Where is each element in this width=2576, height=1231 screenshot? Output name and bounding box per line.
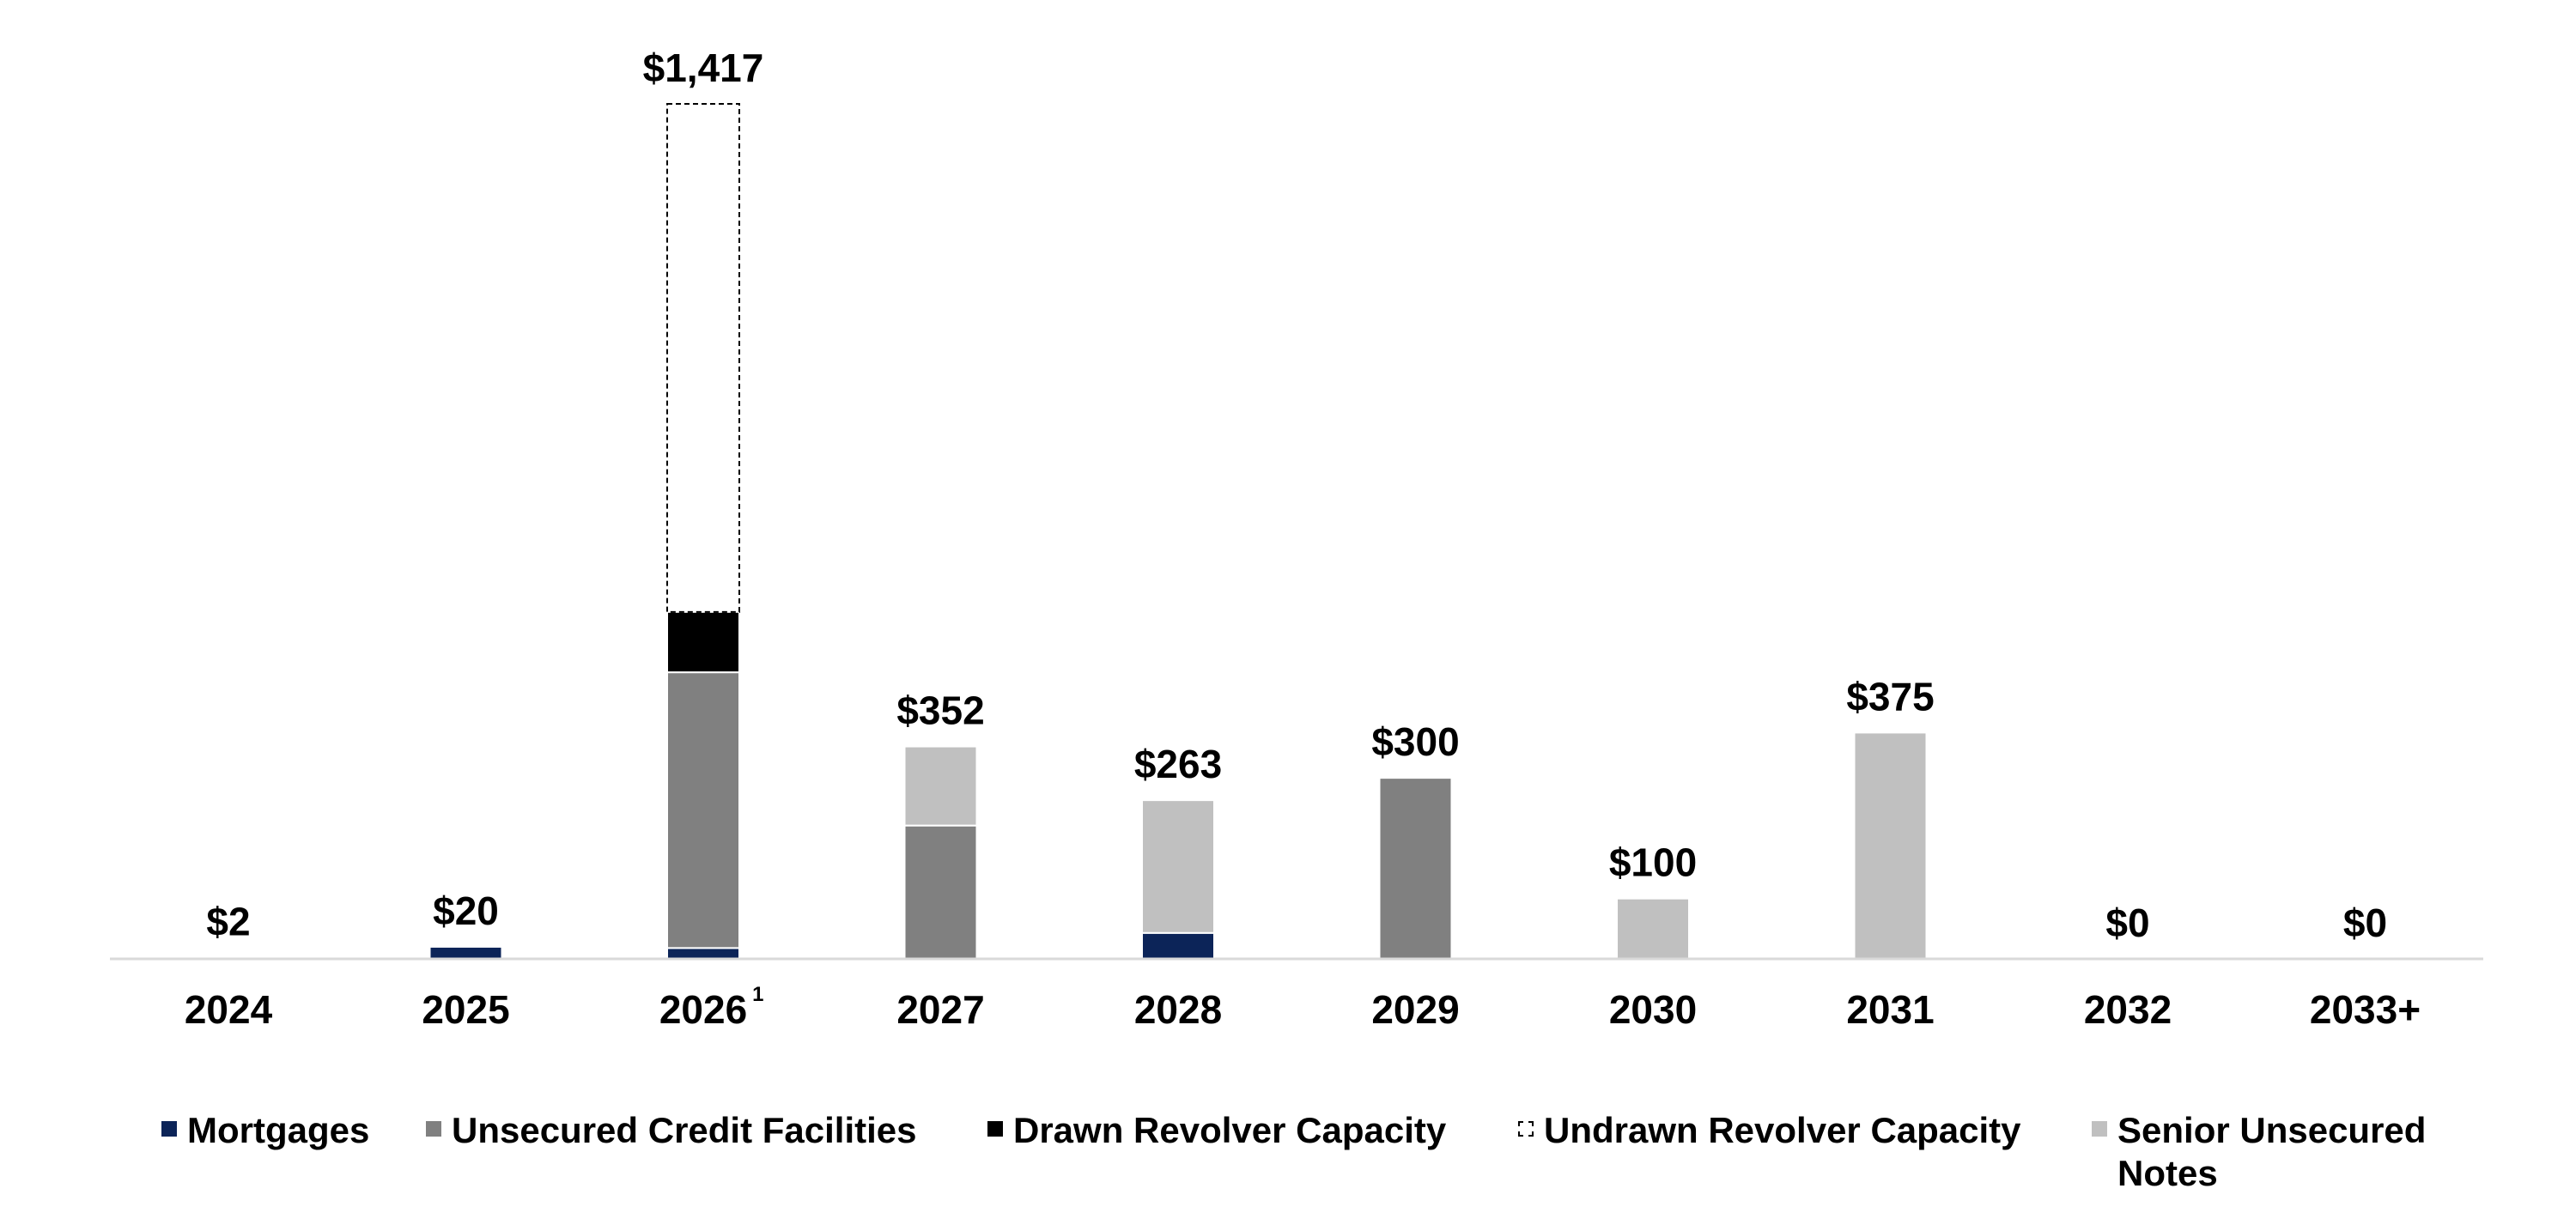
x-tick-label-2033: 2033+ [2310,987,2421,1032]
legend-item-mortgages: Mortgages [161,1109,369,1152]
legend-item-unsecured-credit-facilities: Unsecured Credit Facilities [426,1109,917,1152]
total-label-2032: $0 [2105,901,2149,945]
bar-segment-senior-unsecured-notes-2031 [1853,731,1928,961]
total-label-2024: $2 [206,900,250,944]
total-label-2027: $352 [896,688,984,733]
bar-segment-senior-unsecured-notes-2030 [1616,897,1690,961]
bars-layer [191,103,1928,961]
total-label-2025: $20 [433,888,499,933]
total-label-2030: $100 [1609,840,1697,885]
x-tick-label-2029: 2029 [1371,987,1459,1032]
bar-segment-unsecured-credit-facilities-2029 [1378,777,1453,960]
legend-swatch-senior-unsecured-notes [2092,1121,2107,1137]
legend-swatch-drawn-revolver-capacity [987,1121,1003,1137]
bar-segment-undrawn-revolver-capacity-2026 [666,103,740,613]
x-tick-label-2025: 2025 [422,987,509,1032]
bar-segment-mortgages-2028 [1141,931,1215,961]
legend-label-senior-unsecured-notes: Senior Unsecured Notes [2117,1110,2427,1193]
x-tick-label-2030: 2030 [1609,987,1697,1032]
legend-item-senior-unsecured-notes: Senior Unsecured Notes [2092,1109,2470,1195]
legend-item-undrawn-revolver-capacity: Undrawn Revolver Capacity [1518,1109,2021,1152]
x-tick-label-2024: 2024 [185,987,273,1032]
total-label-2026: $1,417 [643,45,764,90]
x-tick-label-2027: 2027 [896,987,984,1032]
total-label-2029: $300 [1371,719,1459,764]
legend-swatch-undrawn-revolver-capacity [1518,1121,1534,1137]
total-label-2028: $263 [1134,742,1222,786]
labels-layer: $2 2024 $20 2025 $1,417 2026 1 $352 2027 $263 2028… [185,45,2421,1032]
legend-item-drawn-revolver-capacity: Drawn Revolver Capacity [987,1109,1446,1152]
legend-label-unsecured-credit-facilities: Unsecured Credit Facilities [452,1110,917,1150]
bar-segment-mortgages-2026 [666,947,740,960]
x-tick-label-2028: 2028 [1134,987,1222,1032]
bar-segment-mortgages-2025 [428,945,503,961]
legend-swatch-mortgages [161,1121,177,1137]
legend-label-undrawn-revolver-capacity: Undrawn Revolver Capacity [1544,1110,2021,1150]
x-tick-label-2026: 2026 [659,987,747,1032]
bar-segment-senior-unsecured-notes-2027 [903,745,978,827]
legend-label-mortgages: Mortgages [187,1110,370,1150]
bar-segment-unsecured-credit-facilities-2027 [903,824,978,960]
legend-swatch-unsecured-credit-facilities [426,1121,441,1137]
x-tick-label-2032: 2032 [2084,987,2172,1032]
x-tick-label-2031: 2031 [1846,987,1934,1032]
bar-segment-drawn-revolver-capacity-2026 [666,610,740,674]
bar-segment-senior-unsecured-notes-2028 [1141,799,1215,934]
total-label-2031: $375 [1846,674,1934,719]
total-label-2033: $0 [2343,901,2387,945]
bar-segment-unsecured-credit-facilities-2026 [666,671,740,949]
legend-label-drawn-revolver-capacity: Drawn Revolver Capacity [1013,1110,1447,1150]
chart-legend: Mortgages Unsecured Credit Facilities Dr… [0,1109,2576,1221]
footnote-marker-2026: 1 [752,983,763,1006]
debt-maturity-chart: $2 2024 $20 2025 $1,417 2026 1 $352 2027 $263 2028… [110,45,2483,1032]
